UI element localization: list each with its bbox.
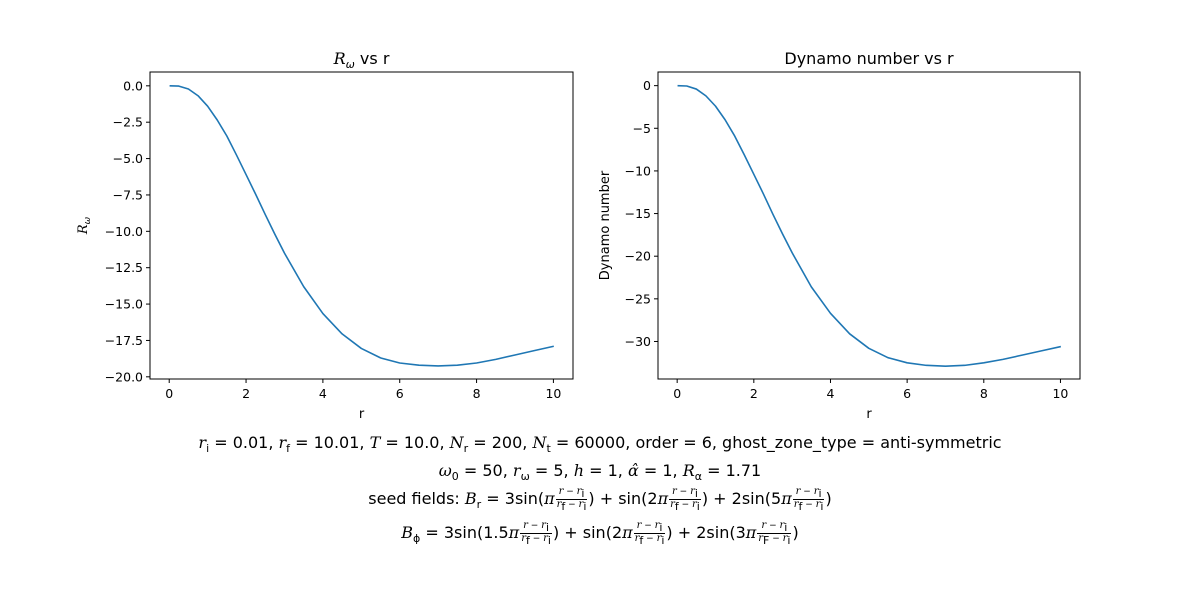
right-plot-dynamo-number: 0 2 4 6 8 10 0 −5 −10 −15 −20 −25 −30 r Dynamo number D…	[598, 49, 1081, 422]
y-tick-label: −20.0	[105, 369, 143, 384]
plot-frame	[149, 71, 574, 380]
y-tick-label: −7.5	[113, 187, 143, 202]
y-tick-label: −5.0	[113, 151, 143, 166]
y-tick-label: −17.5	[105, 333, 143, 348]
x-tick-label: 6	[903, 386, 911, 401]
x-axis-label: r	[359, 407, 365, 422]
x-tick-label: 10	[545, 386, 561, 401]
y-axis-label: Rω	[76, 216, 93, 235]
plot-frame	[657, 71, 1081, 380]
x-tick-label: 8	[980, 386, 988, 401]
y-tick-label: 0.0	[123, 78, 143, 93]
caption-line-2: ω0 = 50, rω = 5, h = 1, α̂ = 1, Rα = 1.7…	[438, 461, 762, 484]
caption-line-4: Bϕ = 3sin(1.5π r − ri rf − ri) + sin(2π r −…	[401, 520, 799, 547]
x-tick-label: 4	[319, 386, 327, 401]
y-tick-label: −12.5	[105, 260, 143, 275]
y-axis-label: Dynamo number	[598, 170, 613, 280]
x-tick-label: 0	[673, 386, 681, 401]
x-tick-label: 2	[750, 386, 758, 401]
x-tick-label: 8	[473, 386, 481, 401]
x-tick-label: 0	[165, 386, 173, 401]
x-tick-label: 6	[396, 386, 404, 401]
caption-line-3: seed fields: Br = 3sin(π r − ri rf − ri) +…	[368, 486, 832, 513]
y-tick-label: −15.0	[105, 297, 143, 312]
series-line	[169, 85, 554, 367]
x-tick-label: 2	[242, 386, 250, 401]
caption-line-1: ri = 0.01, rf = 10.01, T = 10.0, Nr = 20…	[198, 433, 1002, 456]
y-tick-label: −10	[625, 163, 651, 178]
series-line	[677, 84, 1062, 368]
y-tick-label: 0	[643, 78, 651, 93]
y-tick-label: −2.5	[113, 115, 143, 130]
y-tick-label: −25	[625, 291, 651, 306]
y-tick-label: −30	[625, 334, 651, 349]
chart-title: Rω vs r	[333, 49, 390, 71]
y-tick-label: −15	[625, 206, 651, 221]
x-tick-label: 10	[1052, 386, 1068, 401]
y-tick-label: −20	[625, 249, 651, 264]
x-tick-label: 4	[827, 386, 835, 401]
chart-title: Dynamo number vs r	[784, 49, 954, 68]
x-axis-label: r	[866, 407, 872, 422]
y-tick-label: −10.0	[105, 224, 143, 239]
left-plot-rw: 0 2 4 6 8 10 0.0 −2.5 −5.0 −7.5 −10.0 −12.5 −15.0 −17…	[76, 49, 574, 422]
y-tick-label: −5	[633, 121, 651, 136]
